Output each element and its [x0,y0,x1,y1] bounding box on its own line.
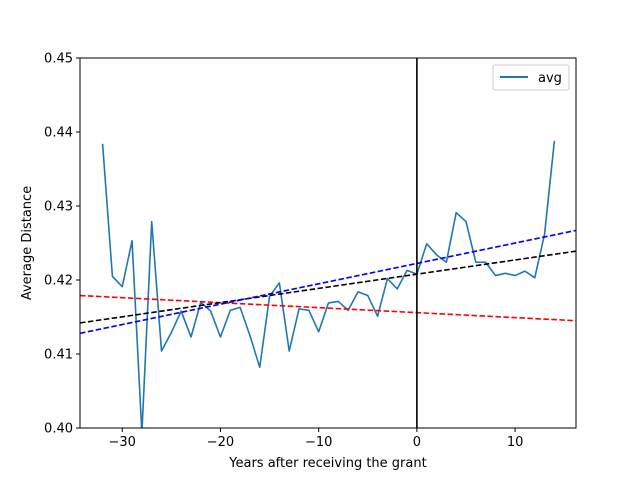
x-tick-label: 10 [507,435,524,450]
series-layer [80,140,576,428]
y-tick-label: 0.44 [44,126,73,141]
x-tick-label: −20 [207,435,234,450]
trend-line-2 [80,250,576,324]
x-axis-label: Years after receiving the grant [228,456,426,471]
x-tick-label: −30 [109,435,136,450]
y-tick-label: 0.42 [44,274,73,289]
series-line-avg [101,140,556,428]
y-tick-label: 0.41 [44,348,73,363]
legend-label-avg: avg [538,71,562,86]
y-tick-label: 0.45 [44,52,73,67]
x-tick-label: 0 [413,435,421,450]
legend: avg [492,64,570,91]
y-axis-label: Average Distance [20,186,35,300]
y-axis-ticks: 0.40 0.41 0.42 0.43 0.44 0.45 [44,52,80,437]
trend-line-1 [80,294,576,322]
plot-frame [79,57,577,429]
y-tick-label: 0.43 [44,200,73,215]
y-tick-label: 0.40 [44,422,73,437]
legend-box [492,64,570,91]
trend-line-3 [80,229,576,335]
x-axis-ticks: −30 −20 −10 0 10 [109,428,524,450]
x-tick-label: −10 [305,435,332,450]
